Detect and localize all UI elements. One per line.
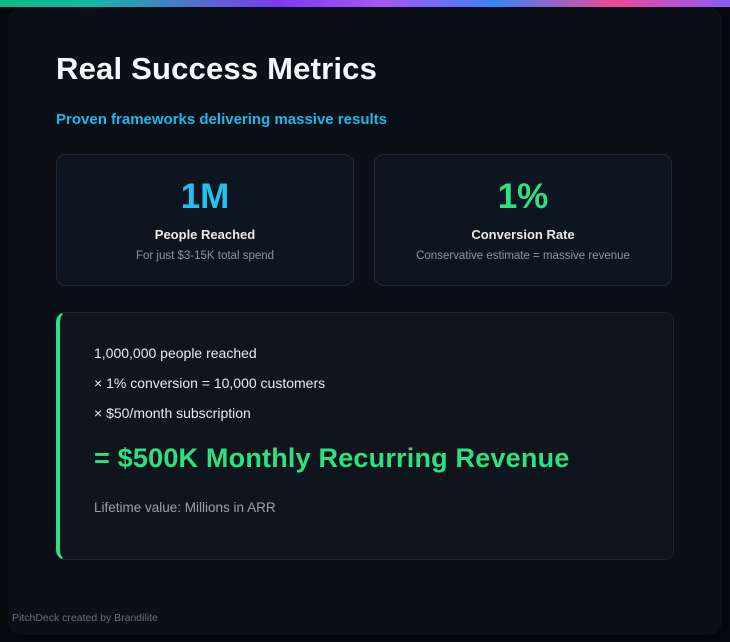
slide-card: Real Success Metrics Proven frameworks d… [8, 7, 722, 635]
stat-value-conversion-rate: 1% [497, 177, 549, 217]
stat-label-conversion-rate: Conversion Rate [471, 226, 575, 242]
stat-value-people-reached: 1M [180, 177, 230, 217]
calc-line-reach: 1,000,000 people reached [94, 345, 257, 361]
revenue-calculation-card: 1,000,000 people reached × 1% conversion… [56, 312, 674, 560]
stat-detail-people-reached: For just $3-15K total spend [135, 249, 275, 262]
footer-credit: PitchDeck created by Brandilite [12, 612, 158, 624]
calc-result-mrr: = $500K Monthly Recurring Revenue [94, 443, 570, 473]
page-title: Real Success Metrics [56, 51, 378, 86]
page-subtitle: Proven frameworks delivering massive res… [56, 111, 387, 128]
stat-detail-conversion-rate: Conservative estimate = massive revenue [416, 249, 630, 262]
stat-label-people-reached: People Reached [154, 226, 256, 242]
top-gradient-bar [0, 0, 730, 7]
calc-line-subscription: × $50/month subscription [94, 405, 251, 421]
stats-row: 1M People Reached For just $3-15K total … [56, 154, 674, 286]
calc-line-conversion: × 1% conversion = 10,000 customers [94, 375, 326, 391]
stat-card-conversion-rate: 1% Conversion Rate Conservative estimate… [374, 154, 672, 286]
calc-note-ltv: Lifetime value: Millions in ARR [94, 500, 276, 515]
stat-card-people-reached: 1M People Reached For just $3-15K total … [56, 154, 354, 286]
